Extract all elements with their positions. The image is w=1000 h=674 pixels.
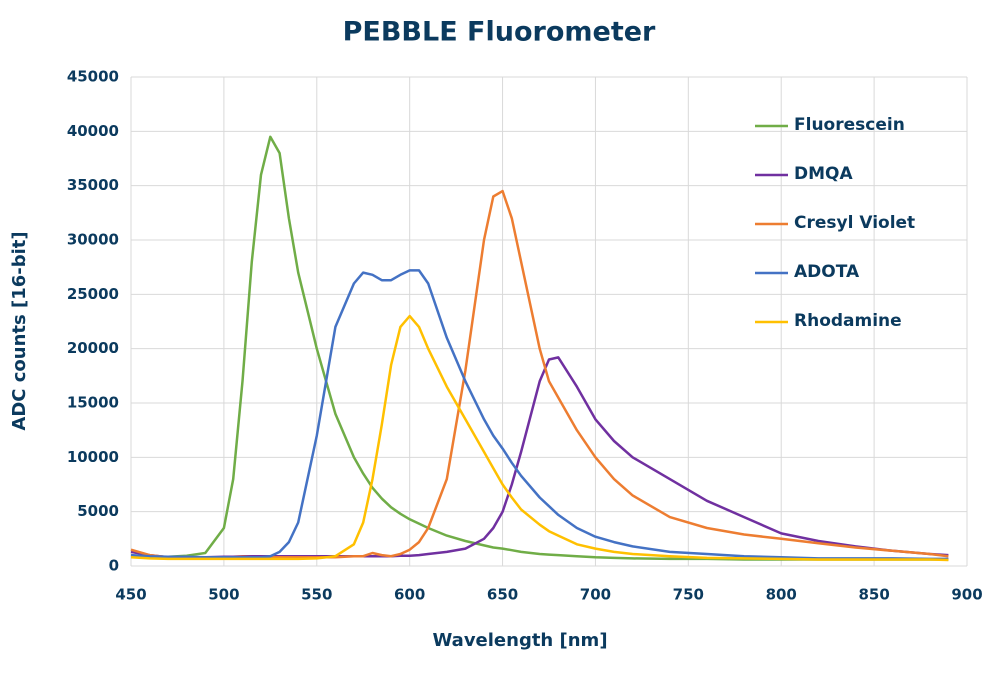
legend-label: DMQA: [794, 164, 853, 184]
x-tick-label: 550: [301, 586, 332, 604]
y-tick-label: 10000: [67, 448, 119, 466]
chart-title: PEBBLE Fluorometer: [343, 17, 656, 48]
legend-label: Fluorescein: [794, 115, 905, 135]
legend-label: ADOTA: [794, 262, 860, 282]
x-tick-label: 700: [580, 586, 611, 604]
x-tick-label: 650: [487, 586, 518, 604]
y-tick-label: 25000: [67, 285, 119, 303]
legend-label: Rhodamine: [794, 311, 902, 331]
x-tick-label: 900: [951, 586, 982, 604]
x-axis-title: Wavelength [nm]: [432, 630, 607, 651]
y-tick-label: 5000: [77, 502, 119, 520]
y-tick-label: 30000: [67, 231, 119, 249]
y-tick-label: 35000: [67, 176, 119, 194]
x-tick-label: 500: [208, 586, 239, 604]
y-tick-label: 0: [109, 557, 119, 575]
x-tick-label: 600: [394, 586, 425, 604]
y-tick-label: 45000: [67, 68, 119, 86]
series-line: [130, 135, 949, 561]
y-axis-title: ADC counts [16-bit]: [9, 231, 30, 430]
x-tick-label: 750: [673, 586, 704, 604]
x-tick-label: 850: [858, 586, 889, 604]
x-tick-label: 450: [115, 586, 146, 604]
y-tick-label: 40000: [67, 122, 119, 140]
series-line: [130, 269, 949, 561]
x-tick-label: 800: [766, 586, 797, 604]
series-line: [130, 314, 949, 562]
y-tick-label: 15000: [67, 394, 119, 412]
legend-label: Cresyl Violet: [794, 213, 915, 233]
y-tick-label: 20000: [67, 339, 119, 357]
